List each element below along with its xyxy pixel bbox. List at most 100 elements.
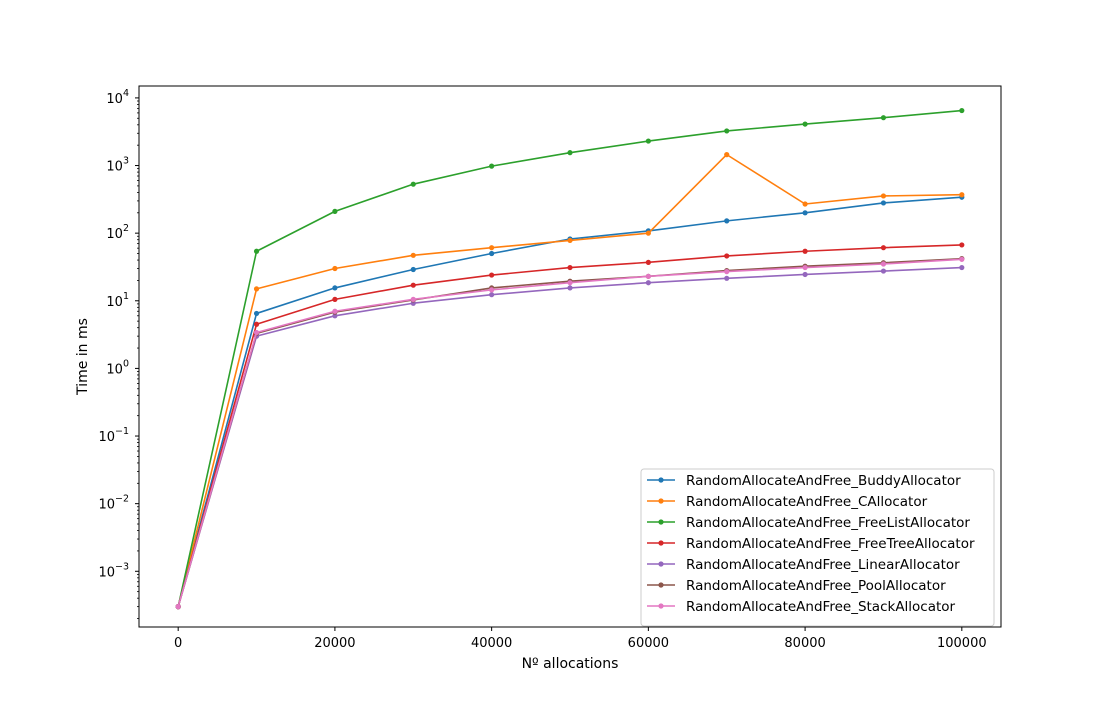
data-point — [253, 286, 260, 292]
x-axis-ticks: 0 20000 40000 60000 80000 100000 — [174, 627, 987, 651]
legend-marker — [658, 582, 664, 588]
data-point — [802, 201, 808, 207]
data-point — [724, 152, 730, 158]
legend-box — [640, 468, 995, 627]
y-tick-label: 10−3 — [98, 561, 129, 580]
x-tick-label: 100000 — [937, 636, 987, 651]
legend-label: RandomAllocateAndFree_LinearAllocator — [686, 557, 960, 573]
series-1 — [175, 152, 965, 610]
y-tick-label: 10−2 — [98, 494, 129, 513]
legend-item: RandomAllocateAndFree_StackAllocator — [647, 599, 956, 615]
legend-marker — [658, 477, 664, 483]
data-point — [959, 264, 965, 271]
data-point — [880, 245, 887, 251]
data-point — [253, 321, 260, 327]
legend-marker — [658, 540, 664, 546]
x-tick-label: 60000 — [628, 636, 669, 651]
x-tick-label: 40000 — [471, 636, 512, 651]
data-point — [959, 256, 965, 262]
y-tick-exponent: 1 — [123, 291, 129, 302]
data-point — [332, 313, 338, 319]
legend-item: RandomAllocateAndFree_LinearAllocator — [647, 557, 960, 573]
legend: RandomAllocateAndFree_BuddyAllocator Rand… — [640, 468, 995, 627]
data-point — [567, 150, 573, 156]
data-point — [253, 248, 260, 254]
legend-item: RandomAllocateAndFree_FreeListAllocator — [647, 515, 970, 531]
y-tick-exponent: 4 — [123, 88, 129, 99]
data-point — [410, 252, 416, 258]
data-point — [802, 264, 808, 271]
data-point — [959, 192, 965, 198]
y-tick-label: 102 — [106, 223, 129, 242]
data-point — [332, 285, 338, 291]
data-point — [332, 308, 338, 314]
y-tick-base: 10 — [106, 362, 123, 377]
data-point — [489, 272, 495, 278]
y-tick-label: 104 — [106, 88, 129, 107]
x-tick-label: 0 — [174, 636, 182, 651]
data-point — [410, 296, 416, 302]
data-point — [724, 253, 730, 259]
y-tick-base: 10 — [106, 227, 123, 242]
data-point — [567, 280, 573, 286]
series-2 — [175, 107, 965, 610]
data-point — [253, 310, 260, 317]
data-point — [724, 128, 730, 134]
legend-item: RandomAllocateAndFree_CAllocator — [647, 494, 928, 510]
y-tick-exponent: 0 — [123, 358, 129, 369]
data-point — [645, 230, 651, 236]
y-tick-base: 10 — [98, 565, 115, 580]
data-point — [332, 296, 338, 302]
y-tick-base: 10 — [98, 498, 115, 513]
data-point — [802, 210, 808, 216]
data-point — [724, 269, 730, 275]
y-tick-exponent: −3 — [115, 561, 129, 572]
legend-item: RandomAllocateAndFree_PoolAllocator — [647, 578, 946, 594]
series-6 — [175, 256, 965, 610]
y-tick-base: 10 — [106, 92, 123, 107]
legend-label: RandomAllocateAndFree_FreeListAllocator — [686, 515, 970, 531]
data-point — [567, 237, 573, 244]
plot-frame — [138, 85, 1002, 628]
legend-label: RandomAllocateAndFree_FreeTreeAllocator — [686, 536, 975, 552]
legend-label: RandomAllocateAndFree_PoolAllocator — [686, 578, 946, 594]
data-point — [959, 242, 965, 248]
y-tick-exponent: 2 — [123, 223, 129, 234]
legend-item: RandomAllocateAndFree_FreeTreeAllocator — [647, 536, 975, 552]
data-point — [880, 115, 887, 121]
data-point — [489, 250, 495, 257]
data-point — [724, 275, 730, 281]
data-point — [410, 266, 416, 273]
data-point — [489, 245, 495, 251]
series-3 — [175, 242, 965, 610]
data-point — [802, 271, 808, 278]
data-point — [880, 268, 887, 274]
data-point — [332, 265, 338, 272]
data-point — [175, 604, 181, 610]
y-tick-base: 10 — [106, 160, 123, 175]
y-tick-base: 10 — [106, 295, 123, 310]
data-point — [880, 261, 887, 267]
data-point — [410, 181, 416, 187]
data-point — [489, 163, 495, 169]
legend-marker — [658, 603, 664, 609]
x-tick-label: 80000 — [784, 636, 825, 651]
y-tick-label: 103 — [106, 156, 129, 175]
legend-marker — [658, 561, 664, 567]
data-point — [645, 273, 651, 279]
data-point — [253, 329, 260, 336]
data-point — [332, 208, 338, 214]
data-point — [645, 259, 651, 265]
series-layer — [175, 107, 965, 610]
data-point — [880, 200, 887, 206]
data-point — [880, 193, 887, 199]
x-tick-label: 20000 — [314, 636, 355, 651]
legend-item: RandomAllocateAndFree_BuddyAllocator — [647, 473, 961, 489]
data-point — [410, 282, 416, 288]
y-tick-exponent: 3 — [123, 156, 129, 167]
legend-label: RandomAllocateAndFree_CAllocator — [686, 494, 928, 510]
data-point — [802, 121, 808, 127]
y-tick-exponent: −2 — [115, 494, 129, 505]
legend-label: RandomAllocateAndFree_BuddyAllocator — [686, 473, 961, 489]
